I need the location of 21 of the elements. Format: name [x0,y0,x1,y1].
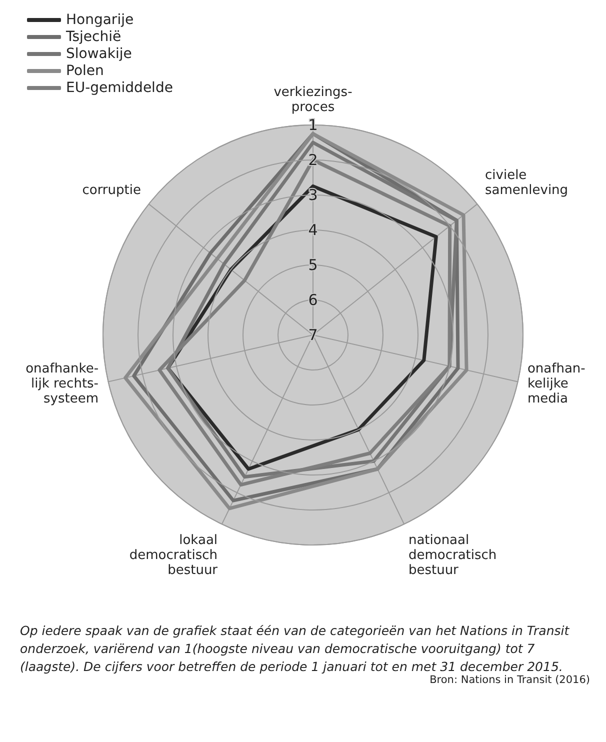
legend-label: Hongarije [66,12,134,28]
legend-label: Tsjechië [65,29,122,45]
spoke-label: civiele samenleving [485,168,568,198]
y-tick-label: 2 [308,151,318,169]
text: Bron: Nations in Transit (2016) [428,674,590,686]
text: Op iedere spaak van de grafiek staat één van de categorieën van het Nations in Transit onderzoek, variërend van 1(hoogste niveau van democratische vooruitgang) tot 7 (laagste). De cijfers voor betreffen de periode 1 januari tot en met 31 december 2015. [20,623,570,674]
y-tick-label: 4 [308,221,318,239]
y-tick-label: 5 [308,256,318,274]
legend-label: Polen [66,63,104,79]
spoke-label: corruptie [82,182,141,198]
y-tick-label: 7 [308,326,318,344]
legend-label: EU-gemiddelde [66,80,173,96]
spoke-label: verkiezings- proces [274,85,353,115]
spoke-label: onafhan- kelijke media [527,361,586,406]
legend-label: Slowakije [66,46,132,62]
spoke-label: onafhanke- lijk rechts- systeem [26,361,99,406]
spoke-label: lokaal democratisch bestuur [129,533,218,578]
spoke-label: nationaal democratisch bestuur [408,533,497,578]
y-tick-label: 1 [308,116,318,134]
y-tick-label: 6 [308,291,318,309]
y-tick-label: 3 [308,186,318,204]
